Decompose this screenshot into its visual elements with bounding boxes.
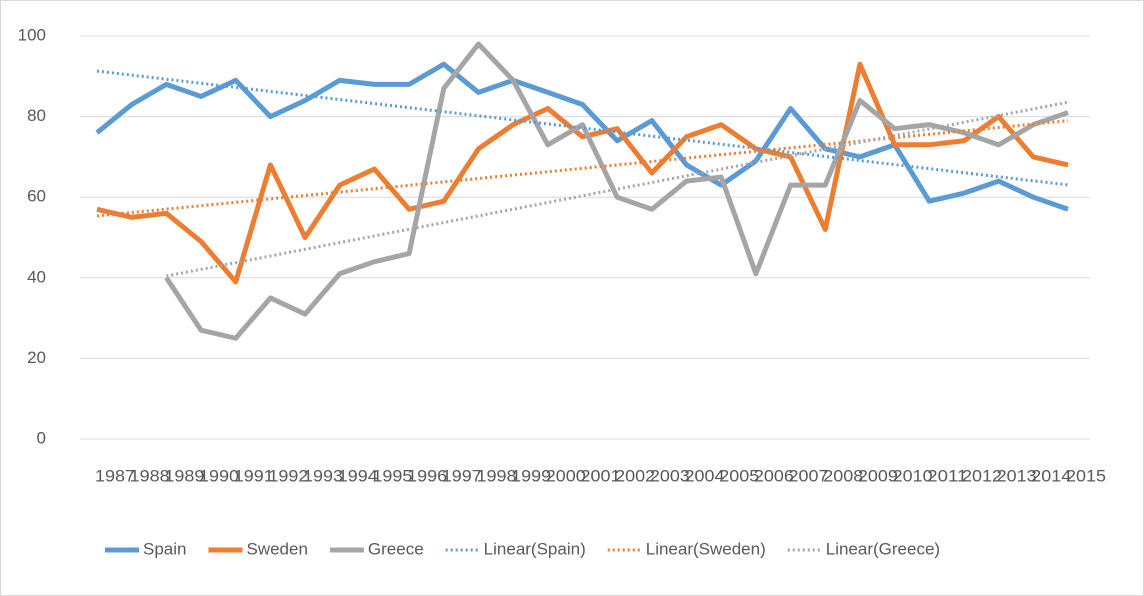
x-tick-label: 2011 [927,466,967,485]
x-tick-label: 2003 [650,466,690,485]
x-tick-label: 2004 [685,466,725,485]
legend-label: Greece [368,539,424,558]
x-tick-label: 1993 [303,466,343,485]
x-tick-label: 2002 [615,466,655,485]
y-tick-label: 20 [27,348,46,367]
legend-label: Spain [143,539,186,558]
y-tick-label: 0 [37,428,46,447]
x-tick-label: 1998 [476,466,516,485]
x-tick-label: 1996 [407,466,447,485]
legend-label: Sweden [246,539,307,558]
y-tick-label: 60 [27,187,46,206]
y-tick-label: 40 [27,267,46,286]
x-tick-label: 2014 [1031,466,1071,485]
x-tick-label: 1995 [372,466,412,485]
x-tick-label: 2015 [1066,466,1106,485]
x-tick-label: 2005 [719,466,759,485]
y-tick-label: 80 [27,106,46,125]
legend-label: Linear(Sweden) [646,539,766,558]
x-tick-label: 2006 [754,466,794,485]
line-series [95,61,1069,212]
x-tick-label: 1991 [234,466,274,485]
x-tick-label: 2009 [858,466,898,485]
line-series [164,41,1069,341]
legend-label: Linear(Greece) [826,539,940,558]
x-tick-label: 1990 [199,466,239,485]
legend-label: Linear(Spain) [484,539,586,558]
x-tick-label: 2007 [789,466,829,485]
x-tick-label: 1989 [164,466,204,485]
y-tick-label: 100 [18,25,46,44]
x-tick-label: 2010 [893,466,933,485]
x-tick-label: 1997 [442,466,482,485]
x-tick-label: 2000 [546,466,586,485]
x-tick-label: 1999 [511,466,551,485]
x-tick-label: 2001 [581,466,621,485]
x-tick-label: 2012 [962,466,1002,485]
x-tick-label: 1994 [338,466,378,485]
x-tick-label: 2008 [823,466,863,485]
x-tick-label: 1992 [268,466,308,485]
line-series [96,61,1069,285]
x-tick-label: 2013 [997,466,1037,485]
x-tick-label: 1988 [130,466,170,485]
x-tick-label: 1987 [95,466,135,485]
trend-line [166,100,1069,278]
